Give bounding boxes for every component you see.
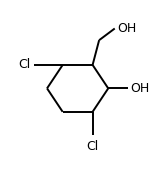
Text: OH: OH [117, 22, 137, 35]
Text: OH: OH [130, 82, 150, 95]
Text: Cl: Cl [87, 141, 99, 153]
Text: Cl: Cl [18, 58, 30, 71]
